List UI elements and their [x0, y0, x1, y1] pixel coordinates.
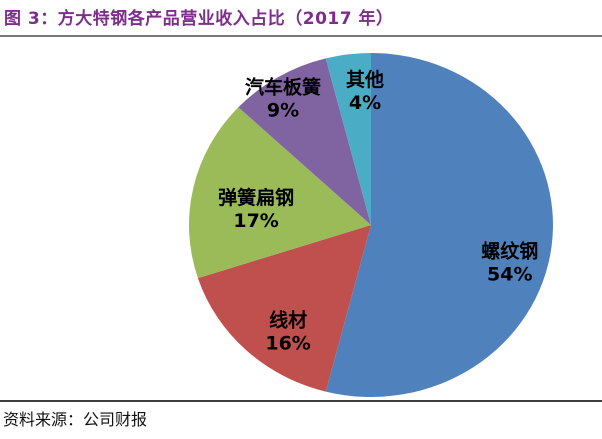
slice-label-name-2: 弹簧扁钢: [218, 186, 294, 209]
slice-label-name-4: 其他: [346, 68, 384, 91]
slice-label-name-3: 汽车板簧: [245, 76, 321, 99]
footer-rule: [0, 400, 602, 402]
slice-label-pct-4: 4%: [349, 92, 381, 114]
source-note: 资料来源：公司财报: [3, 412, 148, 429]
slice-label-pct-3: 9%: [267, 100, 299, 122]
pie-slice-2: [189, 107, 371, 279]
pie-slice-3: [238, 58, 371, 226]
slice-label-pct-1: 16%: [265, 333, 310, 355]
figure-title: 图 3：方大特钢各产品营业收入占比（2017 年）: [4, 9, 394, 29]
slice-label-pct-0: 54%: [487, 264, 532, 286]
pie-slice-1: [197, 225, 371, 392]
title-rule: [0, 35, 602, 37]
pie-slice-0: [325, 53, 553, 398]
slice-label-name-0: 螺纹钢: [481, 240, 538, 263]
slice-label-name-1: 线材: [269, 309, 307, 332]
pie-slice-4: [325, 52, 371, 225]
slice-label-pct-2: 17%: [233, 210, 278, 232]
